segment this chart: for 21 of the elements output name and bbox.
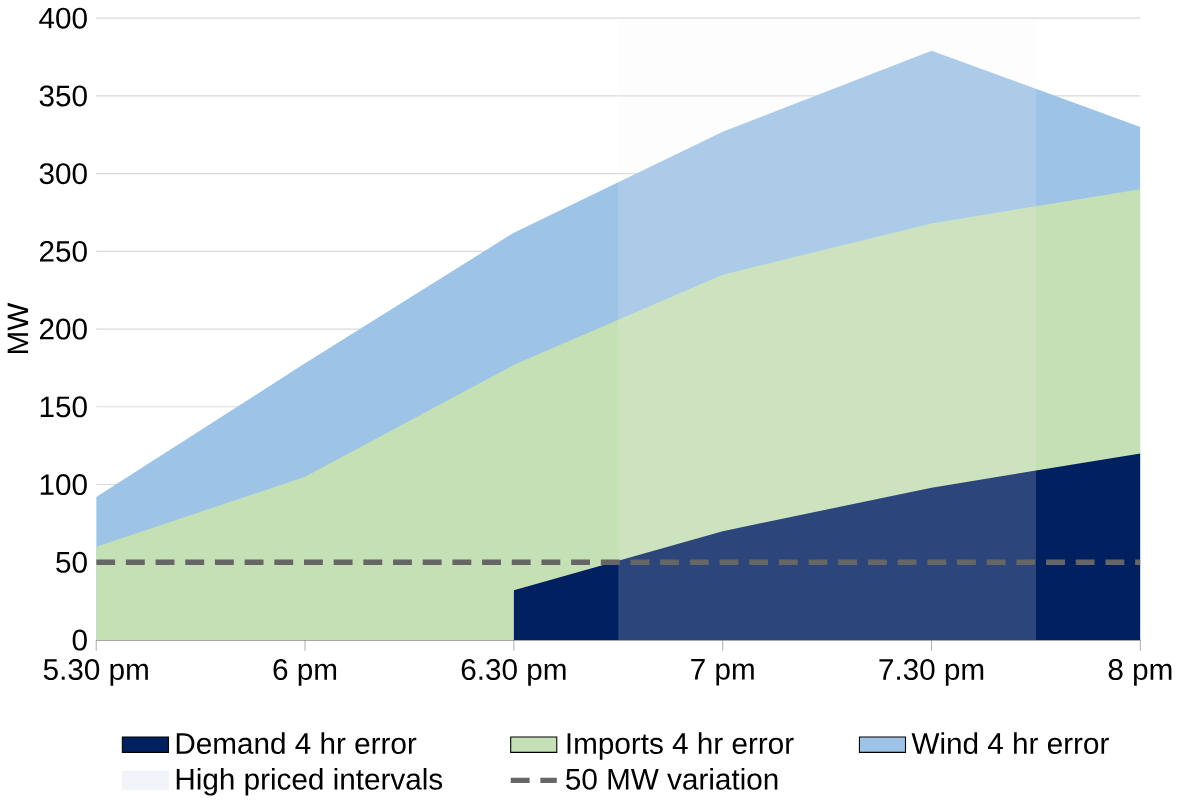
legend-label: 50 MW variation xyxy=(566,768,778,790)
x-tick-label: 7.30 pm xyxy=(879,659,984,687)
x-tick-label: 7 pm xyxy=(691,659,754,686)
y-tick-label: 400 xyxy=(39,7,87,29)
y-tick-label: 350 xyxy=(39,85,87,107)
y-tick-label: 250 xyxy=(39,241,87,263)
y-tick-label: 100 xyxy=(40,474,87,496)
y-tick-label: 0 xyxy=(72,629,87,651)
y-tick-label: 200 xyxy=(39,318,87,340)
text: High priced intervals xyxy=(176,768,443,796)
legend-label: Imports 4 hr error xyxy=(567,732,794,761)
legend-label: Wind 4 hr error xyxy=(911,732,1109,755)
y-tick-label: 50 xyxy=(56,551,87,573)
x-tick-label: 6 pm xyxy=(273,659,337,687)
y-tick-label: 300 xyxy=(39,163,87,185)
legend-label: Demand 4 hr error xyxy=(176,732,417,755)
y-tick-label: 150 xyxy=(40,396,87,418)
x-tick-label: 5.30 pm xyxy=(43,659,148,687)
x-tick-label: 6.30 pm xyxy=(461,659,566,687)
y-axis-title: MW xyxy=(7,303,29,354)
x-tick-label: 8 pm xyxy=(1108,659,1172,687)
